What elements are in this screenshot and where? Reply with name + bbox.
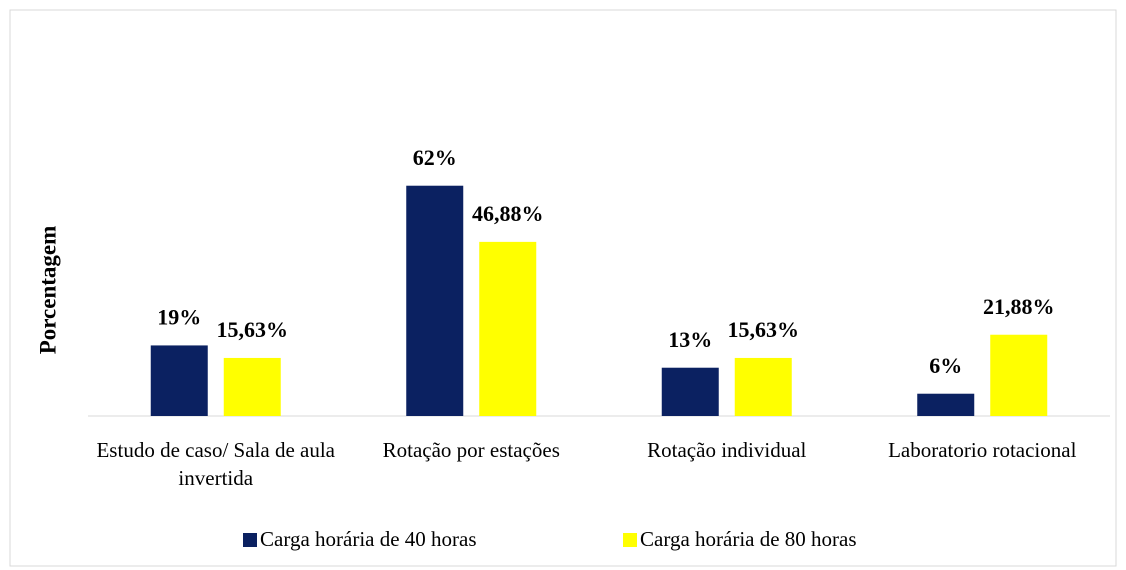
y-axis-label: Porcentagem (35, 226, 60, 355)
bar (917, 393, 975, 416)
data-label: 19% (157, 304, 201, 329)
data-label: 62% (413, 145, 457, 170)
bar (406, 185, 464, 416)
chart-border (9, 9, 1117, 567)
bar (990, 334, 1048, 416)
data-label: 46,88% (472, 201, 544, 226)
legend-label: Carga horária de 40 horas (260, 527, 477, 551)
bar (661, 367, 719, 416)
bar (734, 357, 792, 416)
x-tick-label: Laboratorio rotacional (888, 438, 1077, 462)
bar (223, 357, 281, 416)
legend-label: Carga horária de 80 horas (640, 527, 857, 551)
legend-swatch (243, 533, 257, 547)
bar (150, 345, 208, 416)
data-label: 15,63% (728, 317, 800, 342)
x-tick-label: Rotação por estações (382, 438, 560, 462)
data-label: 6% (929, 353, 962, 378)
bar (479, 241, 537, 416)
x-tick-label: Estudo de caso/ Sala de aula invertida (96, 438, 335, 490)
data-label: 15,63% (217, 317, 289, 342)
x-tick-label: Rotação individual (647, 438, 807, 462)
data-label: 21,88% (983, 294, 1055, 319)
legend-swatch (623, 533, 637, 547)
data-label: 13% (668, 327, 712, 352)
